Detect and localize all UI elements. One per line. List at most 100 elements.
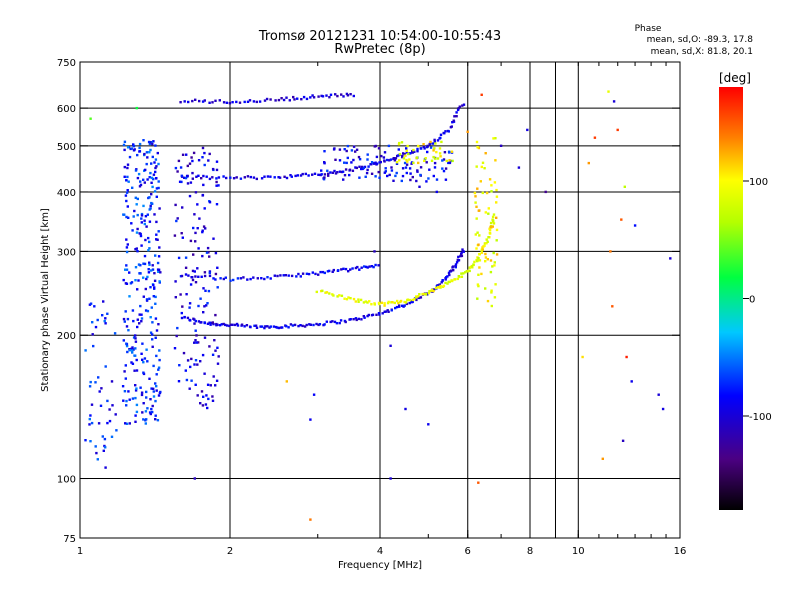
data-point	[487, 236, 490, 239]
data-point	[126, 163, 130, 166]
data-point	[134, 414, 137, 417]
data-point	[89, 380, 92, 384]
data-point	[422, 145, 425, 148]
data-point	[477, 243, 480, 246]
data-point	[136, 318, 139, 321]
data-point	[379, 160, 382, 164]
data-point	[157, 368, 160, 371]
x-tick-label: 16	[674, 546, 687, 557]
data-point	[490, 190, 493, 193]
data-point	[354, 317, 358, 320]
data-point	[477, 284, 480, 288]
data-point	[362, 301, 366, 304]
data-point	[341, 170, 345, 173]
data-point	[374, 175, 377, 178]
data-point	[190, 357, 193, 361]
data-point	[123, 148, 126, 152]
colorbar-label: [deg]	[719, 71, 751, 85]
data-point	[231, 101, 234, 104]
data-point	[151, 268, 155, 271]
data-point	[328, 96, 331, 99]
data-point	[208, 177, 212, 181]
data-point	[142, 178, 145, 181]
data-point	[179, 293, 182, 296]
data-point	[252, 100, 256, 103]
data-point	[158, 358, 161, 362]
chart-title: Tromsø 20121231 10:54:00-10:55:43	[258, 29, 501, 44]
data-point	[224, 276, 227, 279]
data-point	[135, 106, 138, 110]
data-point	[180, 180, 183, 184]
data-point	[661, 407, 665, 411]
data-point	[441, 167, 444, 170]
data-point	[184, 369, 187, 372]
data-point	[155, 220, 158, 224]
data-point	[214, 384, 217, 387]
data-point	[412, 161, 415, 165]
data-point	[142, 402, 145, 405]
data-point	[174, 280, 177, 283]
data-point	[493, 181, 497, 184]
data-point	[444, 178, 448, 181]
data-point	[148, 151, 151, 154]
data-point	[488, 232, 492, 235]
data-point	[448, 159, 451, 162]
data-point	[201, 230, 204, 234]
data-point	[151, 333, 154, 336]
data-point	[253, 324, 256, 327]
data-point	[386, 174, 389, 178]
data-point	[155, 165, 158, 168]
data-point	[495, 188, 498, 192]
data-point	[228, 102, 232, 105]
data-point	[151, 345, 154, 348]
phase-heading: Phase	[635, 24, 662, 34]
data-point	[135, 369, 139, 372]
plot-area	[79, 61, 681, 539]
data-point	[187, 274, 190, 277]
data-point	[100, 387, 103, 390]
data-point	[484, 152, 487, 155]
data-point	[128, 295, 131, 298]
data-point	[355, 148, 359, 151]
data-point	[484, 260, 487, 263]
data-point	[336, 295, 339, 298]
data-point	[315, 290, 318, 294]
data-point	[461, 104, 464, 107]
data-point	[263, 99, 267, 102]
data-point	[343, 174, 347, 177]
data-point	[144, 309, 148, 312]
data-point	[204, 227, 207, 230]
data-point	[137, 263, 141, 266]
data-point	[157, 230, 160, 233]
data-point	[151, 404, 154, 408]
data-point	[224, 323, 227, 327]
data-point	[354, 266, 358, 270]
data-point	[432, 174, 435, 178]
data-point	[181, 236, 184, 239]
data-point	[354, 300, 357, 303]
data-point	[432, 288, 436, 291]
data-point	[317, 323, 320, 327]
data-point	[273, 274, 276, 277]
data-point	[396, 299, 399, 303]
data-point	[211, 395, 214, 398]
data-point	[191, 278, 195, 282]
data-point	[321, 289, 324, 292]
data-point	[430, 288, 434, 292]
data-point	[196, 363, 199, 366]
data-point	[411, 151, 414, 154]
data-point	[145, 277, 148, 281]
data-point	[252, 176, 256, 179]
data-point	[415, 156, 419, 159]
data-point	[186, 316, 190, 320]
data-point	[397, 154, 400, 157]
data-point	[489, 225, 492, 229]
data-point	[194, 359, 198, 362]
data-point	[287, 326, 290, 329]
data-point	[189, 239, 193, 243]
data-point	[154, 166, 157, 170]
data-point	[416, 170, 419, 173]
data-point	[307, 272, 311, 276]
data-point	[156, 261, 160, 265]
data-point	[199, 297, 202, 300]
